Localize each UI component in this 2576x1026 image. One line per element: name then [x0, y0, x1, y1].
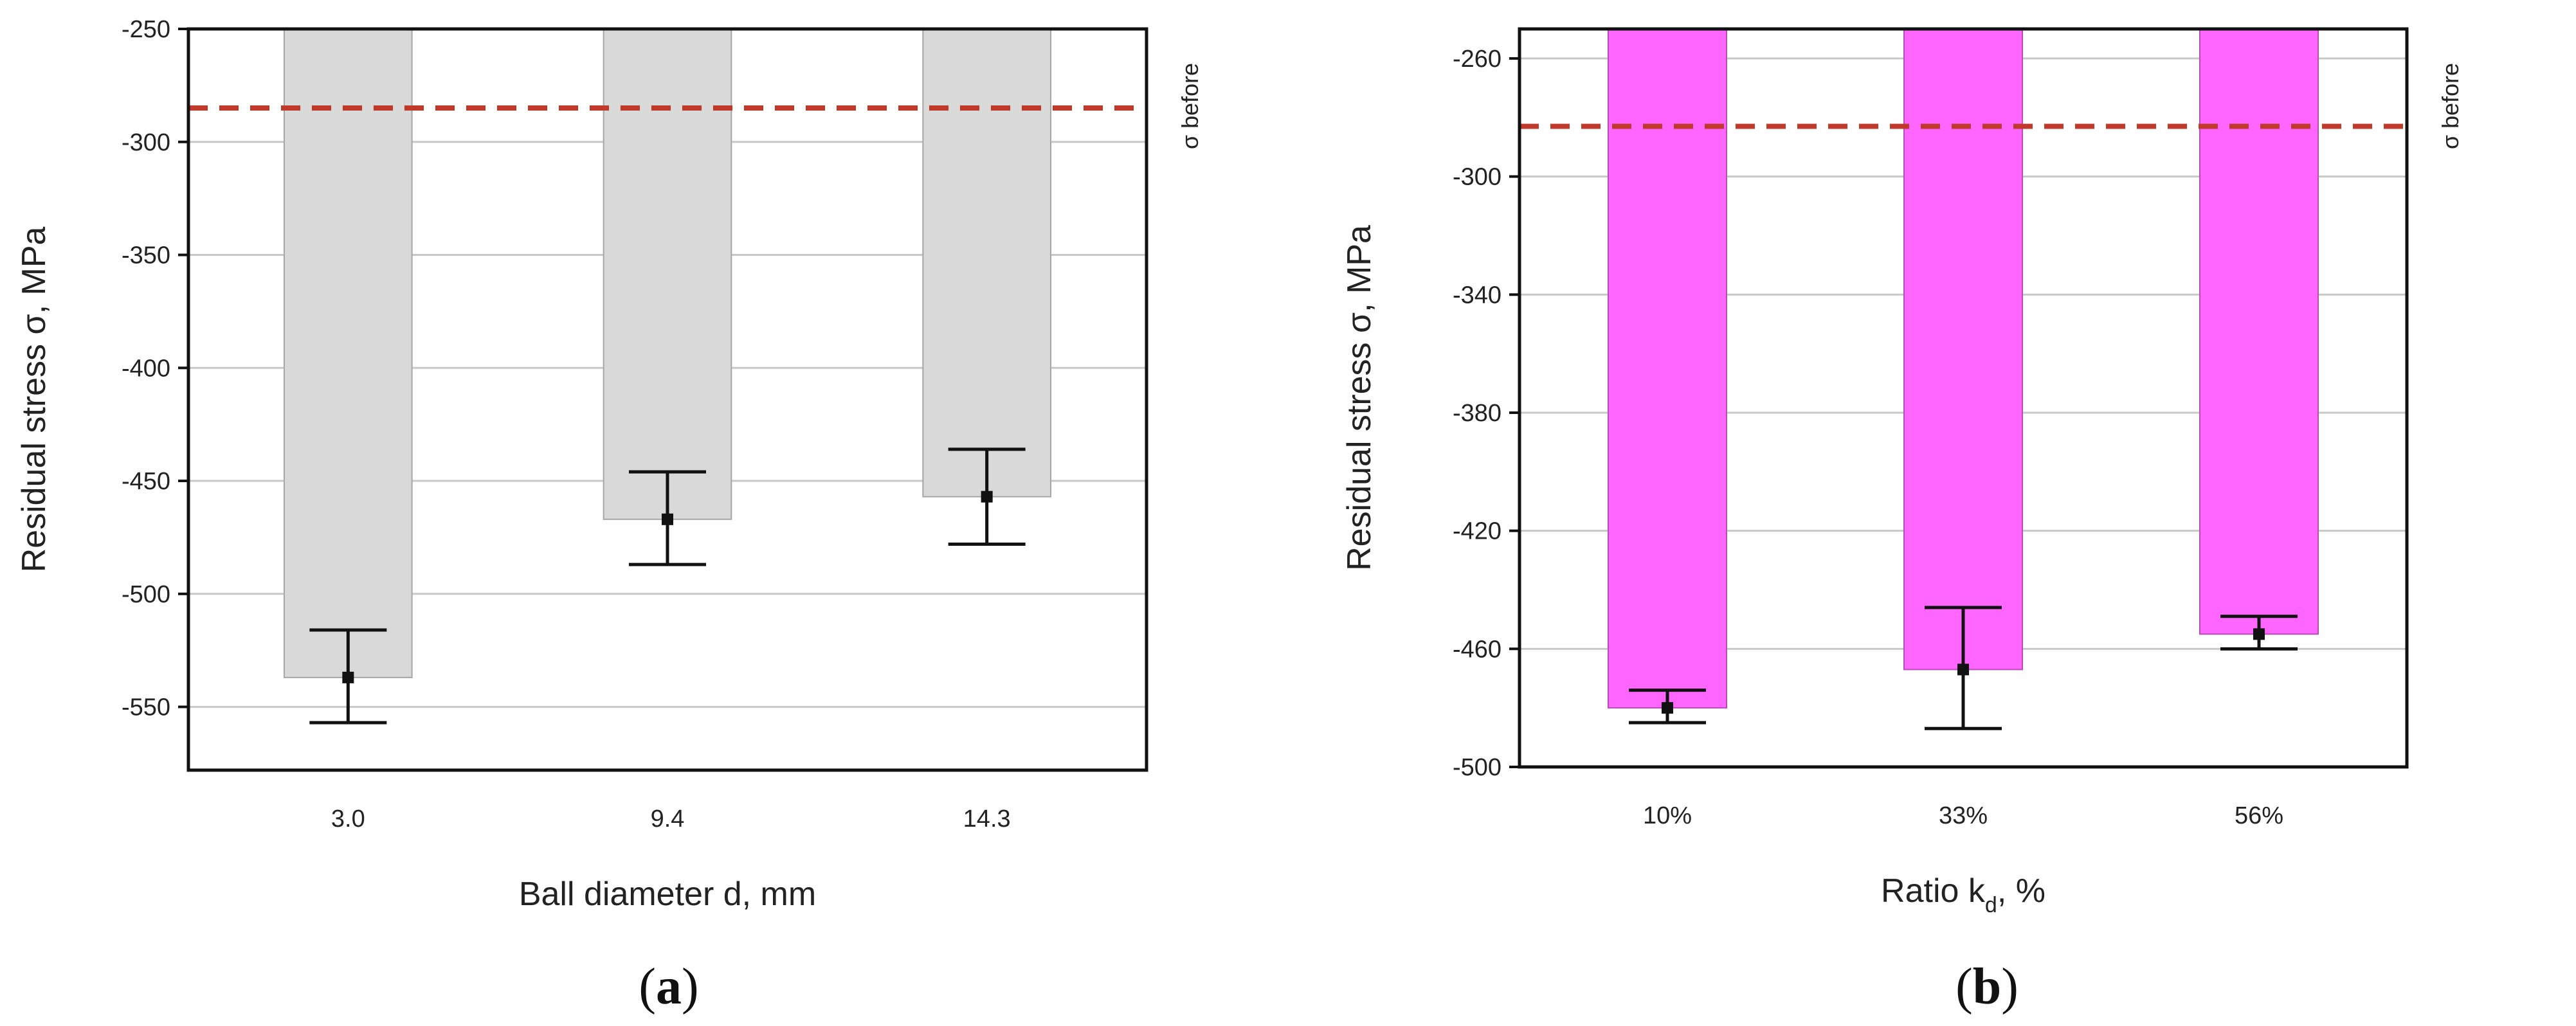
chart-b-bar [1608, 28, 1727, 709]
chart-a-y-tick-label: -450 [122, 468, 170, 495]
chart-a-bar [603, 28, 732, 520]
chart-a-axes-frame [186, 27, 1148, 772]
chart-a-y-tick-label: -250 [122, 16, 170, 43]
chart-a-y-tick-label: -400 [122, 355, 170, 382]
chart-a-y-axis-label: Residual stress σ, MPa [15, 227, 53, 573]
chart-a-bar [922, 28, 1052, 498]
chart-a-mean-marker [342, 671, 354, 683]
caption-b-letter: b [1972, 959, 2002, 1015]
chart-a-x-tick-label: 9.4 [651, 806, 685, 833]
chart-a-x-tick-label: 3.0 [331, 806, 365, 833]
chart-b-svg: 10% 33% 56% -260 -300 -340 -380 -420 -460 -500 Res… [1341, 27, 2463, 917]
chart-b-bar [2199, 28, 2319, 635]
chart-b-y-tick-label: -420 [1453, 518, 1501, 545]
chart-b-mean-marker [1957, 663, 1969, 676]
chart-a-bar [284, 28, 413, 678]
caption-a: (a) [639, 959, 699, 1015]
chart-a-x-axis-label: Ball diameter d, mm [519, 876, 816, 913]
chart-b-y-axis-label: Residual stress σ, MPa [1341, 225, 1378, 571]
chart-b-x-axis-label-subscript: d [1985, 893, 1997, 917]
chart-b-axes-frame [1518, 27, 2409, 769]
chart-b-y-tick-label: -500 [1453, 754, 1501, 781]
chart-a-mean-marker [981, 491, 993, 503]
chart-b-x-axis-label-main: Ratio k [1881, 872, 1986, 910]
chart-b-mean-marker [2253, 628, 2265, 640]
chart-a-y-tick-label: -550 [122, 694, 170, 721]
chart-a-y-tick-label: -350 [122, 242, 170, 269]
chart-a-x-tick-label: 14.3 [963, 806, 1011, 833]
chart-panel-a: 3.0 9.4 14.3 -250 -300 -350 -400 -450 -500 -550 Re… [0, 0, 1288, 1023]
chart-b-y-tick-label: -260 [1453, 46, 1501, 73]
chart-b-y-tick-label: -340 [1453, 282, 1501, 309]
chart-b-mean-marker [1662, 702, 1673, 714]
chart-b-x-axis-label-tail: , % [1997, 872, 2045, 910]
chart-b-x-axis-label: Ratio kd, % [1881, 872, 2045, 917]
chart-panel-b: 10% 33% 56% -260 -300 -340 -380 -420 -460 -500 Res… [1288, 0, 2576, 1023]
chart-b-x-tick-label: 10% [1643, 802, 1692, 829]
chart-a-svg: 3.0 9.4 14.3 -250 -300 -350 -400 -450 -500 -550 Re… [15, 16, 1203, 913]
chart-b-x-tick-label: 33% [1939, 802, 1988, 829]
chart-b-bar [1903, 28, 2023, 670]
chart-a-y-tick-label: -500 [122, 581, 170, 608]
chart-b-x-tick-label: 56% [2235, 802, 2283, 829]
caption-b: (b) [1955, 959, 2018, 1015]
chart-a-reference-line-label: σ before [1177, 63, 1203, 149]
caption-a-letter: a [656, 959, 682, 1015]
chart-b-y-tick-label: -380 [1453, 400, 1501, 427]
chart-b-y-tick-label: -460 [1453, 636, 1501, 663]
chart-b-reference-line-label: σ before [2437, 63, 2463, 149]
chart-a-mean-marker [662, 513, 673, 525]
chart-a-y-tick-label: -300 [122, 129, 170, 156]
chart-b-y-tick-label: -300 [1453, 164, 1501, 191]
